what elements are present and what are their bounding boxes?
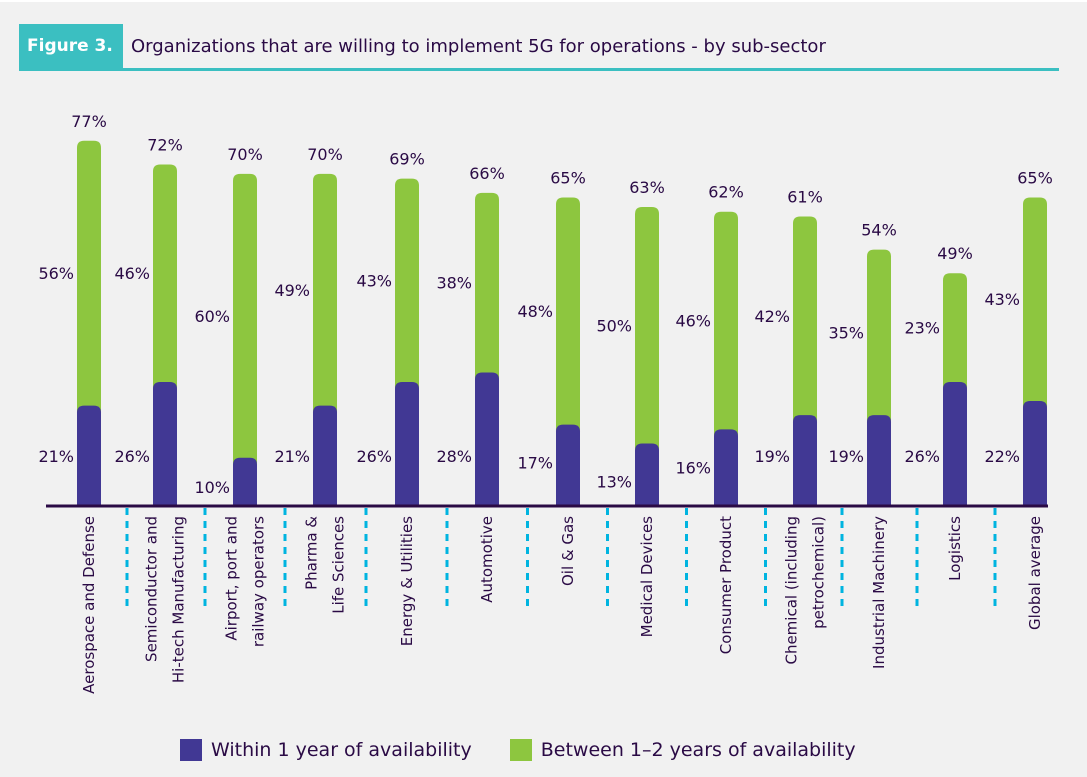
between-1-2-years-value-label: 38% bbox=[436, 274, 472, 293]
bar-within-1-year bbox=[395, 382, 419, 505]
category-label: Consumer Product bbox=[717, 516, 735, 654]
bar-within-1-year bbox=[233, 457, 257, 505]
figure-title: Organizations that are willing to implem… bbox=[131, 36, 826, 57]
figure-number-badge: Figure 3. bbox=[19, 24, 123, 69]
category-label: Automotive bbox=[478, 516, 496, 603]
bar-between-1-2-years bbox=[233, 173, 257, 505]
total-value-label: 66% bbox=[469, 164, 505, 183]
between-1-2-years-value-label: 43% bbox=[984, 290, 1020, 309]
top-border bbox=[0, 0, 1087, 2]
between-1-2-years-value-label: 60% bbox=[194, 307, 230, 326]
bar-within-1-year bbox=[635, 443, 659, 505]
category-labels: Aerospace and Defense Semiconductor and Hi… bbox=[80, 516, 1044, 694]
between-1-2-years-value-label: 49% bbox=[274, 281, 310, 300]
within-1-year-value-label: 26% bbox=[904, 447, 940, 466]
between-1-2-years-value-label: 43% bbox=[356, 271, 392, 290]
between-1-2-years-value-label: 46% bbox=[675, 312, 711, 331]
bar-within-1-year bbox=[1023, 400, 1047, 505]
legend-label: Within 1 year of availability bbox=[211, 739, 472, 761]
bar-within-1-year bbox=[313, 405, 337, 505]
category-label: Oil & Gas bbox=[559, 516, 577, 586]
category-label: Global average bbox=[1026, 516, 1044, 630]
category-label: railway operators bbox=[250, 516, 268, 647]
bar-within-1-year bbox=[475, 372, 499, 505]
category-label: Life Sciences bbox=[330, 516, 348, 614]
total-value-label: 65% bbox=[1017, 169, 1053, 188]
category-label: Industrial Machinery bbox=[870, 516, 888, 669]
within-1-year-value-label: 21% bbox=[274, 447, 310, 466]
between-1-2-years-value-label: 23% bbox=[904, 319, 940, 338]
bar-within-1-year bbox=[77, 405, 101, 505]
between-1-2-years-value-label: 50% bbox=[596, 316, 632, 335]
bar-within-1-year bbox=[793, 415, 817, 505]
total-value-label: 70% bbox=[307, 145, 343, 164]
legend-label: Between 1–2 years of availability bbox=[540, 739, 856, 761]
total-value-label: 72% bbox=[147, 135, 183, 154]
header-rule bbox=[19, 68, 1059, 71]
total-value-label: 63% bbox=[629, 178, 665, 197]
within-1-year-value-label: 10% bbox=[194, 478, 230, 497]
bar-between-1-2-years bbox=[635, 207, 659, 505]
total-value-label: 70% bbox=[227, 145, 263, 164]
category-label: Energy & Utilities bbox=[398, 516, 416, 646]
within-1-year-value-label: 21% bbox=[38, 447, 74, 466]
between-1-2-years-value-label: 46% bbox=[114, 264, 150, 283]
within-1-year-value-label: 19% bbox=[828, 447, 864, 466]
bar-within-1-year bbox=[714, 429, 738, 505]
total-value-label: 77% bbox=[71, 112, 107, 131]
between-1-2-years-value-label: 35% bbox=[828, 323, 864, 342]
within-1-year-value-label: 16% bbox=[675, 458, 711, 477]
category-dividers bbox=[125, 508, 997, 608]
legend: Within 1 year of availability Between 1–… bbox=[180, 738, 894, 762]
within-1-year-value-label: 19% bbox=[754, 447, 790, 466]
legend-item-within-1-year: Within 1 year of availability bbox=[180, 739, 472, 761]
category-label: Semiconductor and bbox=[143, 516, 161, 662]
total-value-label: 54% bbox=[861, 221, 897, 240]
value-labels: 77% 21% 56% 72% 26% 46% 70% 10% 60% 70% 21% 49% 69% 2… bbox=[38, 112, 1052, 497]
bar-within-1-year bbox=[867, 415, 891, 505]
within-1-year-value-label: 28% bbox=[436, 447, 472, 466]
category-label: Hi-tech Manufacturing bbox=[170, 516, 188, 683]
bar-within-1-year bbox=[153, 382, 177, 505]
between-1-2-years-value-label: 48% bbox=[517, 302, 553, 321]
category-label: Chemical (including bbox=[783, 516, 801, 665]
total-value-label: 69% bbox=[389, 150, 425, 169]
within-1-year-value-label: 22% bbox=[984, 447, 1020, 466]
legend-item-between-1-2-years: Between 1–2 years of availability bbox=[509, 739, 856, 761]
within-1-year-value-label: 17% bbox=[517, 454, 553, 473]
bar-within-1-year bbox=[943, 382, 967, 505]
legend-swatch-between-1-2-years bbox=[509, 739, 532, 761]
total-value-label: 49% bbox=[937, 244, 973, 263]
category-label: Logistics bbox=[946, 516, 964, 581]
between-1-2-years-value-label: 42% bbox=[754, 307, 790, 326]
total-value-label: 65% bbox=[550, 169, 586, 188]
total-value-label: 61% bbox=[787, 187, 823, 206]
figure-header: Figure 3. Organizations that are willing… bbox=[19, 24, 1059, 71]
bars bbox=[77, 140, 1047, 506]
between-1-2-years-value-label: 56% bbox=[38, 264, 74, 283]
category-label: Medical Devices bbox=[638, 516, 656, 638]
category-label: Aerospace and Defense bbox=[80, 516, 98, 694]
within-1-year-value-label: 26% bbox=[114, 447, 150, 466]
category-label: Airport, port and bbox=[223, 516, 241, 641]
within-1-year-value-label: 26% bbox=[356, 447, 392, 466]
within-1-year-value-label: 13% bbox=[596, 473, 632, 492]
category-label: Pharma & bbox=[303, 516, 321, 590]
category-label: petrochemical) bbox=[810, 516, 828, 629]
total-value-label: 62% bbox=[708, 183, 744, 202]
legend-swatch-within-1-year bbox=[180, 739, 202, 761]
bar-within-1-year bbox=[556, 424, 580, 505]
